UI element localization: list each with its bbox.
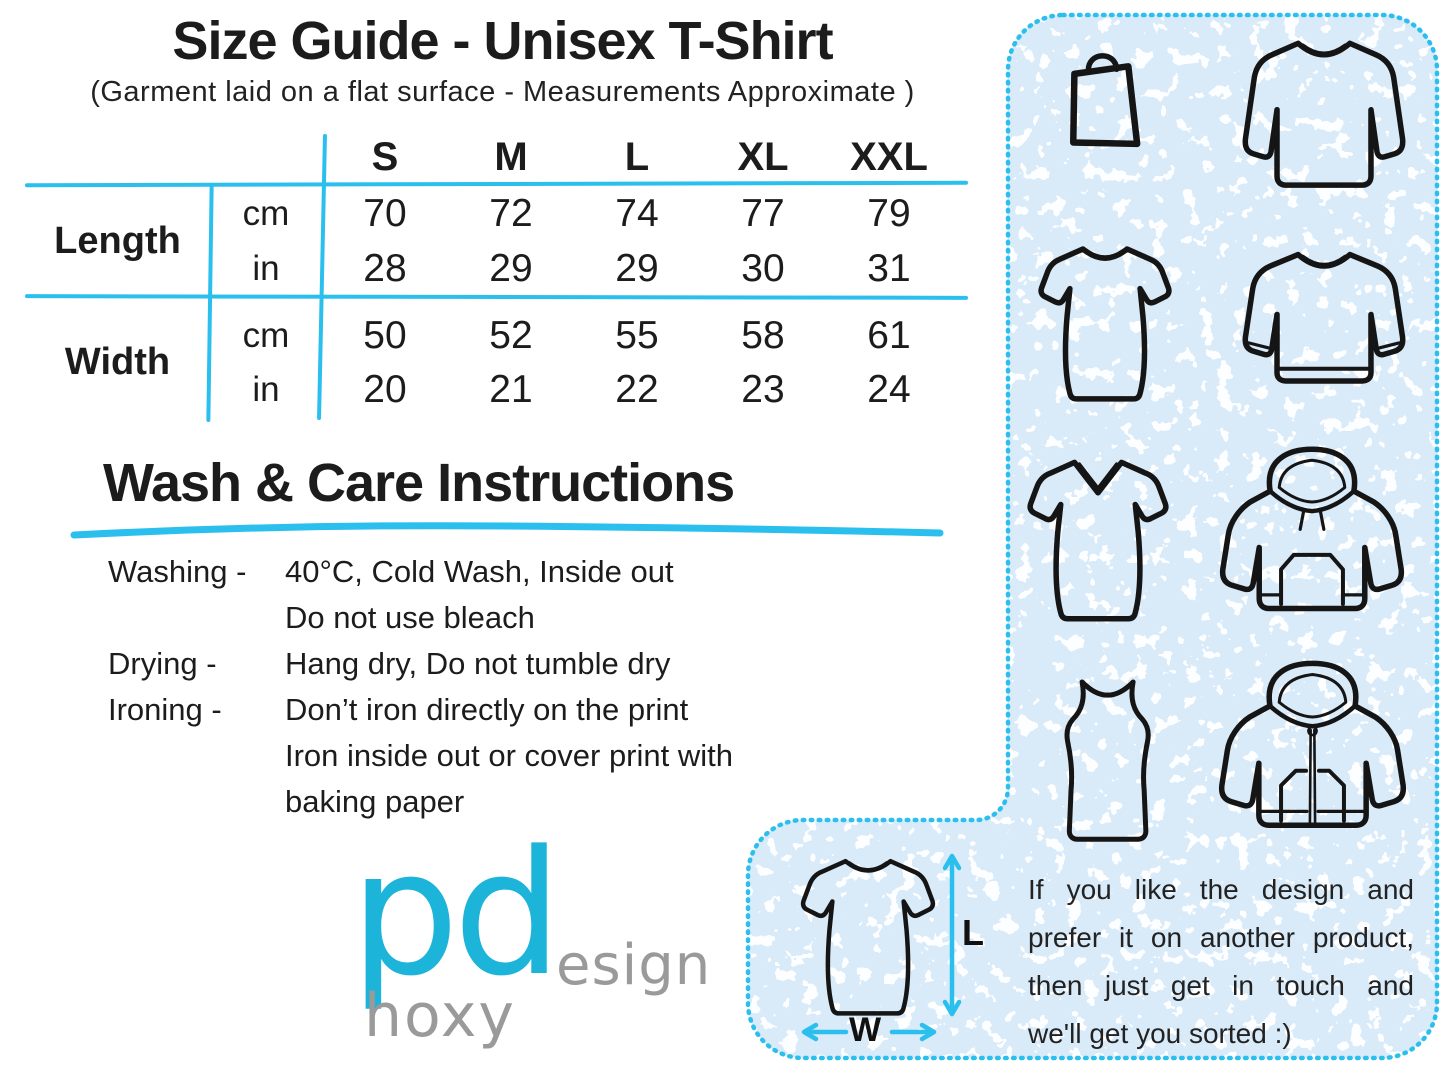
logo-pd-text: pd (350, 813, 562, 1014)
care-item-line: 40°C, Cold Wash, Inside out (285, 554, 674, 589)
table-cell: 77 (741, 192, 785, 235)
table-cell: 70 (363, 192, 407, 235)
care-item-washing: Washing - 40°C, Cold Wash, Inside out Do… (108, 549, 868, 641)
care-item-line: Don’t iron directly on the print (285, 692, 689, 727)
length-arrow (942, 853, 962, 1017)
tote-bag-icon (1069, 54, 1137, 147)
page-title: Size Guide - Unisex T-Shirt (172, 11, 833, 71)
table-cell: 30 (741, 247, 785, 290)
note-line: then just get in touch and (1028, 970, 1414, 1001)
care-title-underline (70, 522, 944, 539)
care-item-line: Hang dry, Do not tumble dry (285, 646, 671, 681)
care-item-ironing: Ironing - Don’t iron directly on the pri… (108, 687, 868, 825)
care-item-line: baking paper (285, 784, 465, 819)
long-sleeve-shirt-icon (1245, 43, 1402, 185)
table-cell: 31 (867, 247, 911, 290)
table-cell: 28 (363, 247, 407, 290)
size-column-header: XL (737, 134, 789, 179)
size-column-header: S (371, 134, 399, 179)
table-cell: 29 (615, 247, 659, 290)
size-column-header: M (494, 134, 528, 179)
table-cell: 50 (363, 313, 407, 357)
care-item-line: Iron inside out or cover print with (285, 738, 733, 773)
care-section-title: Wash & Care Instructions (103, 453, 735, 513)
logo-esign-text: esign (556, 933, 712, 998)
width-measure-label: W (849, 1011, 882, 1049)
table-cell: 58 (741, 313, 785, 357)
panel-note: If you like the design and prefer it on … (1028, 866, 1414, 1058)
table-cell: 21 (489, 368, 533, 411)
logo-hoxy-text: hoxy (364, 981, 516, 1051)
table-cell: 74 (615, 192, 659, 235)
table-cell: 55 (615, 313, 659, 357)
care-instructions: Washing - 40°C, Cold Wash, Inside out Do… (108, 549, 868, 825)
table-cell: 22 (615, 368, 659, 411)
care-item-line: Do not use bleach (285, 600, 535, 635)
v-neck-shirt-icon (1030, 462, 1166, 618)
zip-hoodie-icon (1222, 663, 1404, 825)
table-cell: 24 (867, 368, 911, 411)
unit-label: in (252, 370, 280, 409)
table-cell: 52 (489, 313, 533, 357)
t-shirt-icon (1041, 249, 1169, 399)
row-label-length: Length (54, 219, 181, 262)
page-subtitle: (Garment laid on a flat surface - Measur… (90, 76, 915, 108)
table-cell: 23 (741, 368, 785, 411)
table-cell: 20 (363, 368, 407, 411)
note-line: prefer it on another product, (1028, 922, 1414, 953)
length-measure-label: L (962, 912, 984, 953)
unit-label: cm (242, 315, 290, 355)
table-cell: 79 (867, 192, 911, 235)
measure-t-shirt-icon (803, 861, 933, 1013)
care-item-label: Ironing - (108, 692, 222, 727)
size-column-header: XXL (850, 134, 928, 179)
care-item-label: Drying - (108, 646, 217, 681)
care-item-label: Washing - (108, 554, 247, 589)
hoodie-icon (1223, 449, 1402, 608)
width-arrow (801, 1022, 937, 1042)
size-table: S M L XL XXL Length cm 70 72 74 77 79 in… (25, 128, 952, 417)
note-line: If you like the design and (1028, 874, 1414, 905)
unit-label: in (252, 249, 280, 288)
note-line: we'll get you sorted :) (1028, 1018, 1292, 1049)
tank-top-icon (1067, 682, 1148, 839)
unit-label: cm (242, 194, 290, 233)
care-item-drying: Drying - Hang dry, Do not tumble dry (108, 641, 868, 687)
sweatshirt-icon (1245, 255, 1402, 381)
table-cell: 29 (489, 247, 533, 290)
table-cell: 72 (489, 192, 533, 235)
table-cell: 61 (867, 313, 911, 357)
size-column-header: L (624, 134, 650, 179)
row-label-width: Width (64, 341, 171, 383)
